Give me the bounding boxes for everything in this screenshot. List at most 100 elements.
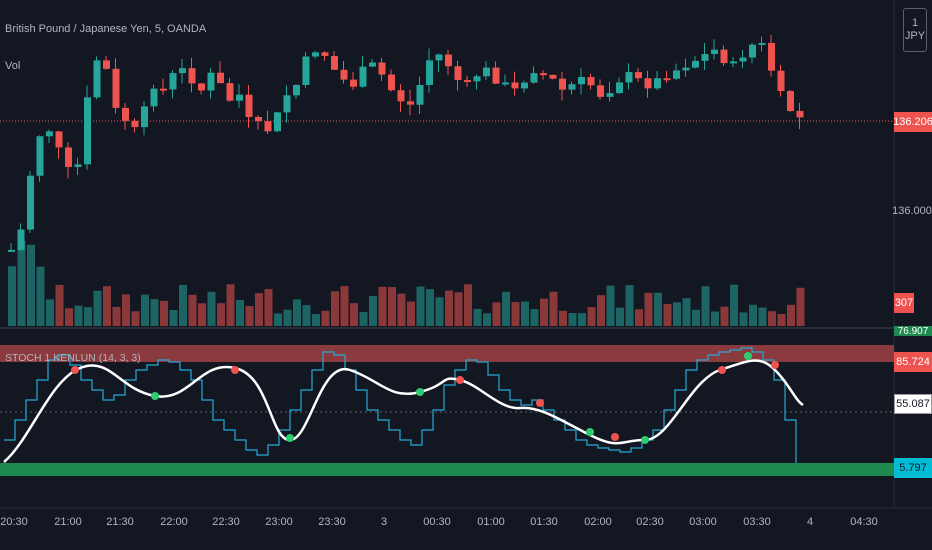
buy-signal-marker	[641, 436, 649, 444]
time-label: 04:30	[850, 516, 878, 528]
time-label: 21:30	[106, 516, 134, 528]
candle-body	[521, 82, 528, 89]
candle-body	[293, 84, 300, 96]
volume-bar	[644, 292, 653, 326]
candle-body	[359, 66, 367, 87]
volume-bar	[530, 309, 539, 326]
candle-body	[131, 120, 139, 128]
time-label: 20:30	[0, 516, 28, 528]
candle-body	[93, 60, 101, 98]
volume-bar	[350, 303, 358, 326]
volume-bar	[112, 306, 121, 326]
volume-bar	[160, 300, 168, 326]
currency-code: JPY	[904, 30, 926, 42]
overbought-band	[0, 345, 894, 362]
candle-body	[625, 72, 633, 83]
candle-body	[445, 54, 452, 67]
indicator-title[interactable]: STOCH 1 KENLUN (14, 3, 3)	[5, 352, 141, 364]
volume-bar	[730, 284, 738, 326]
candle-body	[27, 175, 34, 230]
candle-body	[198, 83, 205, 91]
volume-bar	[787, 304, 795, 326]
volume-bar	[559, 310, 567, 326]
currency-button[interactable]: 1 JPY	[903, 8, 927, 52]
symbol-title[interactable]: British Pound / Japanese Yen, 5, OANDA	[5, 23, 207, 35]
candle-body	[340, 69, 348, 80]
candle-body	[730, 61, 737, 64]
volume-bar	[27, 244, 35, 326]
volume-bar	[616, 307, 624, 326]
candle-body	[112, 68, 120, 108]
candle-body	[388, 74, 395, 91]
volume-bar	[540, 298, 548, 326]
sell-signal-marker	[771, 361, 779, 369]
volume-bar	[701, 286, 710, 326]
sell-signal-marker	[536, 399, 544, 407]
signal-value-tag: 55.087	[894, 394, 932, 414]
volume-bar	[739, 312, 748, 326]
stochastic-pane	[0, 345, 894, 476]
candle-body	[397, 90, 405, 102]
volume-bar	[492, 302, 501, 326]
candle-body	[777, 70, 785, 92]
volume-bar	[198, 303, 206, 326]
volume-bar	[768, 311, 776, 326]
candle-body	[103, 60, 110, 69]
sell-signal-marker	[718, 366, 726, 374]
volume-bar	[426, 289, 434, 326]
volume-bar	[340, 286, 349, 326]
time-label: 02:00	[584, 516, 612, 528]
oversold-band	[0, 463, 894, 476]
buy-signal-marker	[286, 434, 294, 442]
volume-bar	[435, 297, 444, 326]
candle-body	[796, 110, 804, 118]
volume-bar	[8, 266, 16, 326]
volume-bar	[777, 313, 786, 326]
candle-body	[663, 78, 671, 81]
volume-bar	[188, 294, 197, 326]
candle-body	[369, 62, 376, 67]
sell-signal-marker	[231, 366, 239, 374]
candle-body	[749, 44, 756, 58]
volume-bar	[549, 291, 558, 326]
volume-bar	[454, 292, 463, 326]
candle-body	[739, 57, 747, 62]
volume-bar	[663, 303, 672, 326]
volume-bar	[464, 284, 472, 326]
volume-bar	[369, 295, 377, 326]
candle-body	[312, 52, 319, 57]
volume-bars	[8, 240, 805, 326]
grid-lines	[0, 0, 932, 509]
volume-bar	[597, 295, 605, 326]
buy-signal-marker	[416, 388, 424, 396]
candle-body	[350, 79, 357, 87]
volume-bar	[236, 299, 244, 326]
candle-body	[473, 76, 481, 82]
buy-signal-marker	[744, 352, 752, 360]
candle-body	[36, 136, 44, 176]
candle-body	[692, 60, 699, 68]
volume-bar	[122, 294, 130, 326]
time-label: 01:30	[530, 516, 558, 528]
volume-bar	[682, 298, 691, 326]
volume-label[interactable]: Vol	[5, 60, 21, 72]
volume-bar	[55, 284, 64, 326]
volume-bar	[245, 306, 254, 326]
candle-body	[169, 73, 177, 90]
price-axis-label: 136.000	[892, 205, 932, 217]
volume-bar	[521, 301, 529, 326]
time-label: 22:30	[212, 516, 240, 528]
volume-bar	[255, 293, 263, 326]
sell-signal-marker	[611, 433, 619, 441]
volume-bar	[692, 309, 700, 326]
buy-signal-marker	[586, 428, 594, 436]
upper-band-tag: 85.724	[894, 352, 932, 372]
candle-body	[720, 49, 728, 64]
volume-bar	[796, 287, 805, 326]
candle-body	[8, 249, 15, 252]
stoch-d-line	[3, 359, 804, 463]
sell-signal-marker	[71, 366, 79, 374]
candle-body	[502, 82, 509, 85]
time-label: 21:00	[54, 516, 82, 528]
